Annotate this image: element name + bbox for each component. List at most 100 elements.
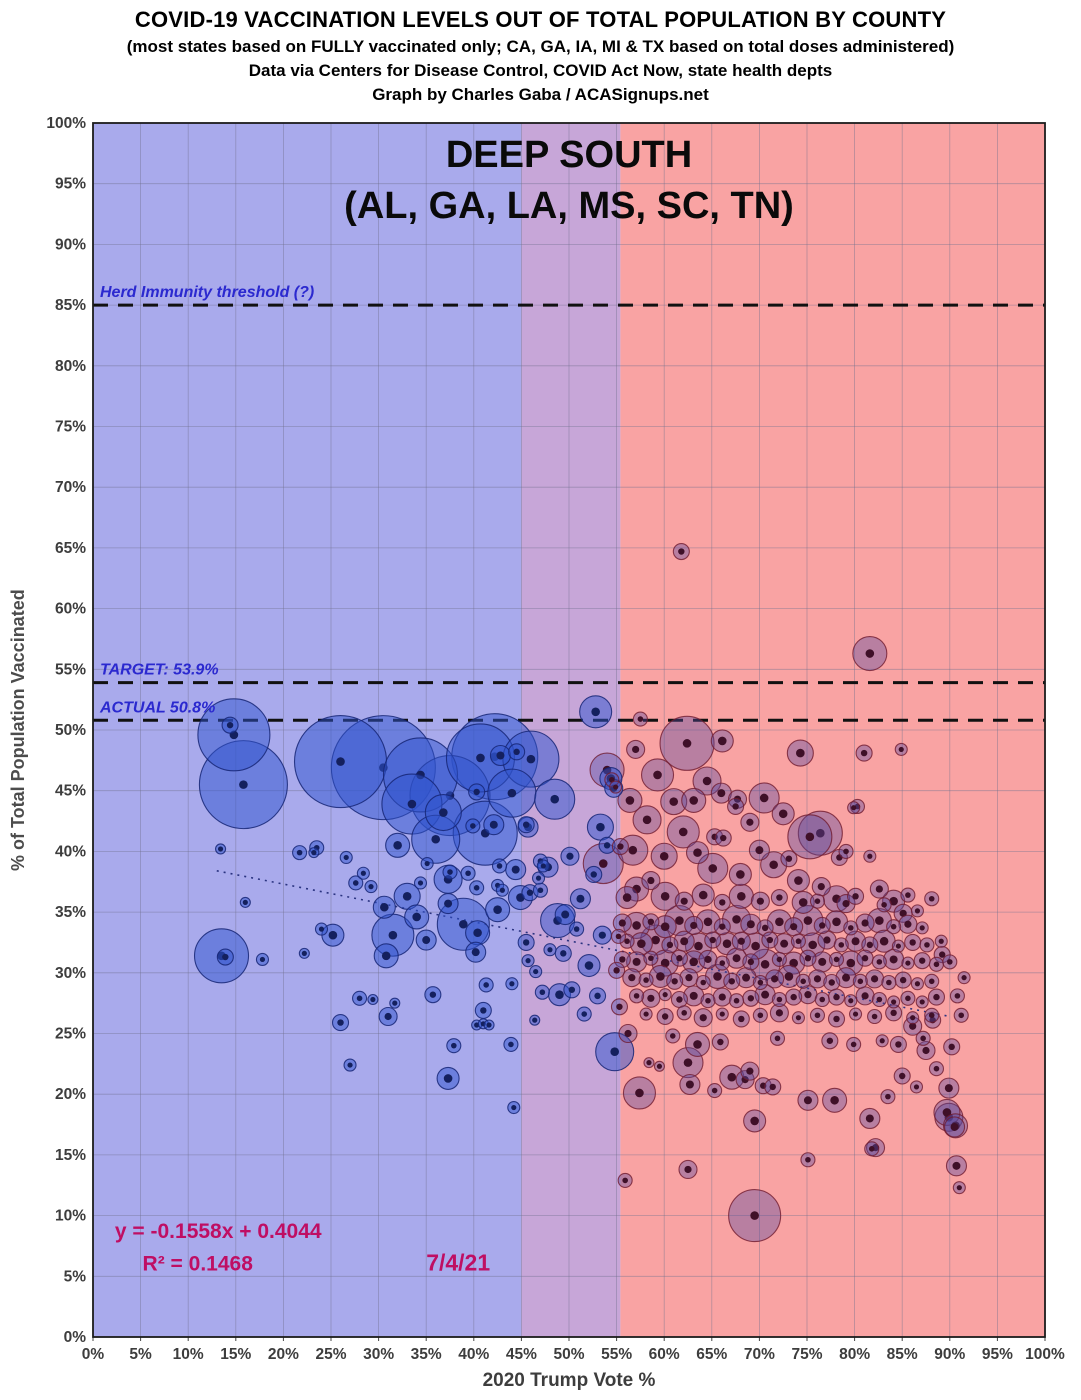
- county-bubble-center-dot: [493, 905, 502, 914]
- county-bubble-center-dot: [816, 828, 825, 838]
- county-bubble-center-dot: [948, 1043, 955, 1051]
- county-bubble-center-dot: [867, 853, 873, 859]
- x-tick-label: 60%: [649, 1346, 680, 1363]
- county-bubble-center-dot: [296, 849, 303, 856]
- county-bubble-center-dot: [746, 818, 754, 826]
- county-bubble-center-dot: [566, 852, 574, 860]
- county-bubble-center-dot: [857, 978, 864, 985]
- county-bubble-center-dot: [899, 909, 907, 917]
- county-bubble-center-dot: [698, 890, 708, 900]
- county-bubble-center-dot: [360, 870, 366, 876]
- county-bubble-center-dot: [617, 843, 624, 850]
- county-bubble-center-dot: [550, 794, 560, 804]
- y-tick-label: 70%: [55, 479, 86, 496]
- county-bubble-center-dot: [685, 1080, 694, 1089]
- county-bubble-center-dot: [950, 1122, 959, 1131]
- county-bubble-center-dot: [429, 991, 437, 998]
- county-bubble-center-dot: [910, 1015, 916, 1021]
- county-bubble-center-dot: [871, 1013, 878, 1020]
- county-bubble-center-dot: [774, 1035, 781, 1042]
- county-bubble-center-dot: [747, 995, 755, 1002]
- county-bubble-center-dot: [769, 1083, 776, 1091]
- y-tick-label: 30%: [55, 965, 86, 982]
- county-bubble-center-dot: [681, 1010, 687, 1016]
- county-bubble-center-dot: [899, 976, 907, 984]
- county-bubble-center-dot: [736, 870, 745, 879]
- county-bubble-center-dot: [370, 996, 376, 1003]
- county-bubble-center-dot: [775, 917, 784, 927]
- county-bubble-center-dot: [814, 1012, 821, 1019]
- county-bubble-center-dot: [719, 1011, 725, 1017]
- county-bubble-center-dot: [719, 899, 726, 906]
- county-bubble-center-dot: [496, 863, 503, 869]
- county-bubble-center-dot: [337, 1019, 344, 1026]
- county-bubble-center-dot: [879, 936, 889, 946]
- county-bubble-center-dot: [933, 993, 940, 1001]
- county-bubble-center-dot: [596, 822, 605, 832]
- county-bubble-center-dot: [671, 978, 678, 985]
- county-bubble-center-dot: [732, 954, 741, 963]
- county-bubble-center-dot: [702, 776, 712, 786]
- county-bubble-center-dot: [938, 938, 944, 944]
- county-bubble-center-dot: [759, 793, 769, 803]
- y-tick-label: 85%: [55, 297, 86, 314]
- x-tick-label: 15%: [220, 1346, 251, 1363]
- county-bubble-center-dot: [522, 939, 530, 946]
- county-bubble-center-dot: [805, 832, 815, 842]
- county-bubble-center-dot: [368, 884, 374, 890]
- y-tick-label: 65%: [55, 540, 86, 557]
- county-bubble-center-dot: [832, 917, 841, 927]
- county-bubble-center-dot: [539, 989, 546, 996]
- county-bubble-center-dot: [794, 876, 803, 885]
- county-bubble-center-dot: [889, 955, 898, 964]
- y-tick-label: 100%: [46, 115, 86, 132]
- county-bubble-center-dot: [444, 899, 453, 908]
- county-bubble-center-dot: [489, 820, 498, 829]
- county-bubble-center-dot: [217, 846, 224, 852]
- county-bubble-center-dot: [861, 919, 869, 927]
- county-bubble-center-dot: [865, 649, 875, 658]
- county-bubble-center-dot: [473, 928, 482, 938]
- county-bubble-center-dot: [646, 1060, 652, 1066]
- y-tick-label: 40%: [55, 843, 86, 860]
- y-tick-label: 10%: [55, 1208, 86, 1225]
- county-bubble-center-dot: [676, 955, 683, 962]
- county-bubble-center-dot: [424, 860, 430, 867]
- county-bubble-center-dot: [933, 1065, 940, 1072]
- county-bubble-center-dot: [846, 958, 856, 968]
- county-bubble-center-dot: [790, 923, 798, 931]
- county-bubble-center-dot: [422, 936, 431, 945]
- county-bubble-center-dot: [785, 855, 793, 862]
- y-tick-label: 35%: [55, 904, 86, 921]
- county-bubble-center-dot: [776, 956, 783, 963]
- county-bubble-center-dot: [643, 1011, 649, 1017]
- county-bubble-center-dot: [703, 917, 713, 927]
- county-bubble-center-dot: [898, 746, 904, 753]
- county-bubble-center-dot: [732, 915, 741, 924]
- county-bubble-center-dot: [598, 859, 608, 868]
- county-bubble-center-dot: [742, 973, 751, 982]
- county-bubble-center-dot: [689, 796, 699, 805]
- county-bubble-center-dot: [465, 870, 471, 877]
- county-bubble-center-dot: [459, 919, 468, 929]
- county-bubble-center-dot: [751, 941, 760, 951]
- r-squared-label: R² = 0.1468: [143, 1253, 254, 1276]
- county-bubble-center-dot: [732, 803, 739, 810]
- county-bubble-center-dot: [909, 1022, 917, 1030]
- county-bubble-center-dot: [780, 939, 789, 948]
- county-bubble-center-dot: [728, 978, 735, 985]
- county-bubble-center-dot: [684, 1165, 692, 1174]
- county-bubble-center-dot: [535, 875, 542, 881]
- county-bubble-center-dot: [717, 1038, 724, 1046]
- page-subtitle-sources: Data via Centers for Disease Control, CO…: [248, 61, 833, 80]
- x-tick-label: 75%: [791, 1346, 822, 1363]
- county-bubble-center-dot: [659, 851, 669, 861]
- county-bubble-center-dot: [594, 992, 601, 1000]
- y-tick-label: 45%: [55, 783, 86, 800]
- county-bubble-center-dot: [755, 846, 764, 855]
- county-bubble-center-dot: [847, 925, 854, 931]
- county-bubble-center-dot: [838, 942, 845, 948]
- county-bubble-center-dot: [954, 993, 961, 999]
- county-bubble-center-dot: [720, 834, 727, 842]
- county-bubble-center-dot: [603, 842, 611, 849]
